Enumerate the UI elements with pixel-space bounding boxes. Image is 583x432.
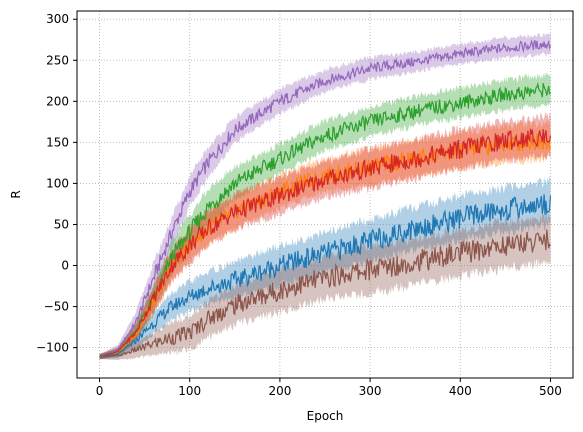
x-tick-label: 300 bbox=[359, 384, 382, 398]
x-tick-label: 400 bbox=[449, 384, 472, 398]
series-line bbox=[99, 81, 552, 358]
x-tick-label: 100 bbox=[178, 384, 201, 398]
series-line bbox=[99, 128, 552, 358]
y-tick-label: 250 bbox=[46, 53, 69, 67]
series-lines bbox=[99, 38, 552, 358]
x-axis-label: Epoch bbox=[307, 409, 344, 423]
y-tick-label: 100 bbox=[46, 176, 69, 190]
y-tick-label: 300 bbox=[46, 12, 69, 26]
x-tick-label: 500 bbox=[539, 384, 562, 398]
series-line bbox=[99, 229, 551, 358]
series-band bbox=[99, 32, 551, 360]
y-axis-ticks: −100 −50 0 50 100 150 200 250 300 bbox=[36, 12, 77, 355]
y-tick-label: 150 bbox=[46, 135, 69, 149]
series-line bbox=[99, 194, 552, 358]
y-tick-label: 200 bbox=[46, 94, 69, 108]
x-tick-label: 0 bbox=[96, 384, 104, 398]
x-axis-ticks: 0 100 200 300 400 500 bbox=[96, 378, 562, 398]
plot-frame bbox=[76, 10, 574, 379]
y-tick-label: 50 bbox=[54, 217, 69, 231]
x-tick-label: 200 bbox=[268, 384, 291, 398]
series-line bbox=[99, 38, 552, 358]
y-tick-label: 0 bbox=[61, 259, 69, 273]
series-band bbox=[99, 72, 551, 360]
y-tick-label: −100 bbox=[36, 341, 69, 355]
y-axis-label: R bbox=[9, 190, 23, 198]
series-band bbox=[99, 212, 551, 360]
y-tick-label: −50 bbox=[44, 300, 69, 314]
